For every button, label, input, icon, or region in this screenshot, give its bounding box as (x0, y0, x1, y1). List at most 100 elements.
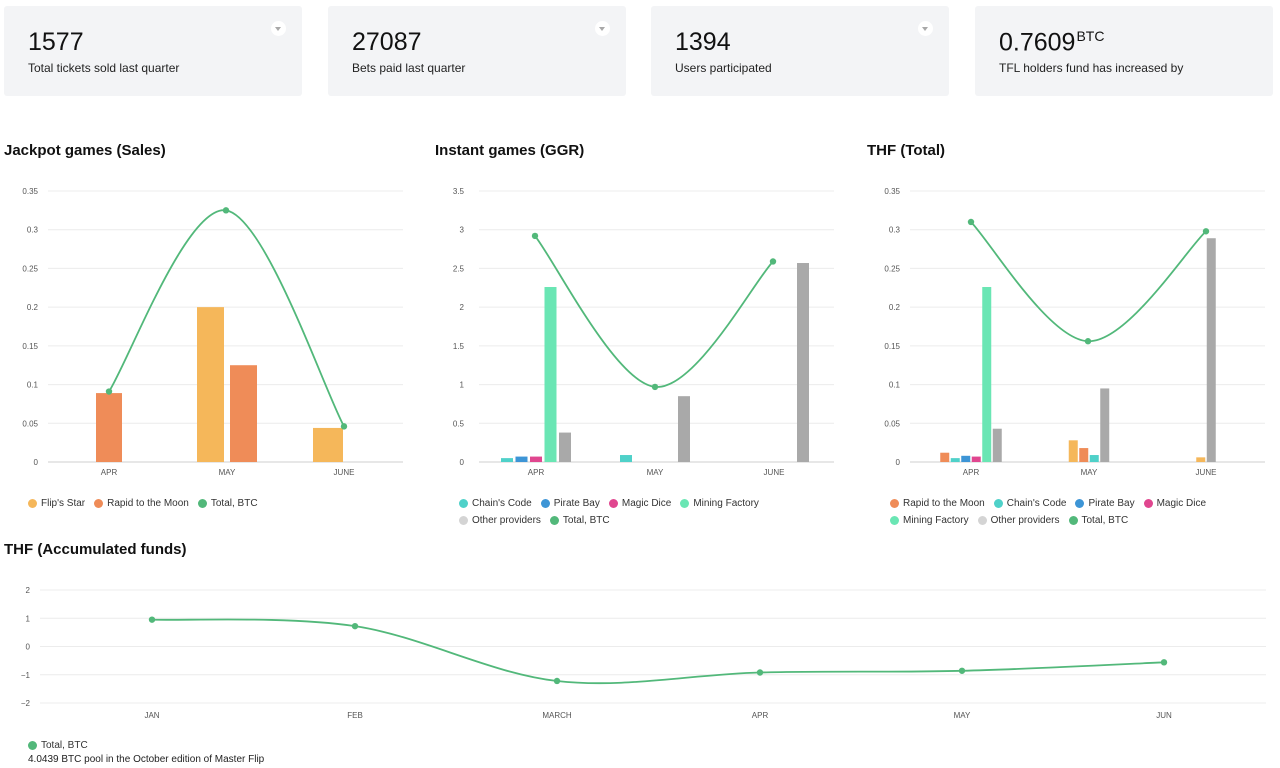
y-tick-label: 0.25 (884, 264, 900, 273)
legend-label: Total, BTC (1081, 515, 1129, 526)
y-tick-label: 0 (896, 458, 901, 467)
legend-item-total-btc[interactable]: Total, BTC (28, 738, 88, 753)
legend-item-flip-s-star[interactable]: Flip's Star (28, 496, 85, 511)
stat-card-tickets: 1577 Total tickets sold last quarter (4, 6, 302, 96)
bar-magic-dice (971, 456, 981, 462)
x-tick-label: JUNE (764, 468, 785, 477)
data-point (967, 218, 975, 226)
bar-chain-s-code (950, 458, 960, 462)
legend-item-total-btc[interactable]: Total, BTC (549, 513, 610, 528)
chevron-down-icon[interactable] (595, 21, 610, 36)
stat-card-bets: 27087 Bets paid last quarter (328, 6, 626, 96)
data-point (340, 423, 348, 430)
chevron-down-icon[interactable] (271, 21, 286, 36)
stat-value: 1394 (675, 28, 731, 56)
y-tick-label: 0.5 (453, 419, 465, 428)
y-tick-label: 0.15 (884, 342, 900, 351)
y-tick-label: 0 (460, 458, 465, 467)
bar-rapid-to-the-moon (96, 393, 122, 462)
legend-item-rapid-to-the-moon[interactable]: Rapid to the Moon (890, 496, 985, 511)
y-tick-label: 2 (460, 303, 465, 312)
y-tick-label: 0.05 (884, 419, 900, 428)
data-point (769, 258, 777, 265)
y-tick-label: 0.2 (27, 303, 39, 312)
stat-value: 27087 (352, 28, 422, 56)
x-tick-label: APR (963, 468, 980, 477)
chart-title-thf-total: THF (Total) (867, 142, 946, 159)
bar-rapid-to-the-moon (1079, 448, 1089, 462)
x-tick-label: APR (752, 711, 769, 720)
data-point (1160, 659, 1168, 666)
bar-flip-s-star (197, 307, 224, 462)
legend-label: Mining Factory (693, 498, 759, 509)
bar-mining-factory (544, 287, 557, 462)
legend-item-total-btc[interactable]: Total, BTC (197, 496, 258, 511)
chevron-down-icon[interactable] (918, 21, 933, 36)
legend-swatch (197, 499, 207, 508)
x-tick-label: MAY (1081, 468, 1098, 477)
y-tick-label: 0.25 (22, 264, 38, 273)
bar-other-providers (1100, 388, 1110, 462)
y-tick-label: 1.5 (453, 342, 465, 351)
legend-thf-total: Rapid to the Moon Chain's Code Pirate Bay M… (890, 496, 1220, 530)
bar-flip-s-star (1068, 440, 1078, 462)
bar-chain-s-code (1089, 455, 1099, 462)
y-tick-label: −1 (21, 671, 31, 680)
legend-item-pirate-bay[interactable]: Pirate Bay (1075, 496, 1135, 511)
legend-item-magic-dice[interactable]: Magic Dice (1143, 496, 1206, 511)
legend-instant: Chain's Code Pirate Bay Magic Dice Mining F… (459, 496, 789, 530)
legend-label: Pirate Bay (1088, 498, 1135, 509)
bar-other-providers (1206, 238, 1216, 462)
y-tick-label: 0 (26, 643, 31, 652)
legend-swatch (549, 516, 559, 525)
stat-value: 0.7609BTC (999, 28, 1105, 57)
x-tick-label: JUNE (334, 468, 355, 477)
bar-rapid-to-the-moon (230, 365, 257, 462)
x-tick-label: APR (528, 468, 545, 477)
bar-rapid-to-the-moon (940, 452, 950, 462)
legend-swatch (459, 516, 468, 525)
series-line-total-btc (970, 221, 1207, 343)
legend-label: Total, BTC (210, 498, 258, 509)
legend-swatch (890, 516, 899, 525)
bar-flip-s-star (1196, 457, 1206, 462)
y-tick-label: 3.5 (453, 187, 465, 196)
legend-swatch (1068, 516, 1078, 525)
legend-label: Chain's Code (1006, 498, 1067, 509)
chart-title-instant: Instant games (GGR) (435, 142, 585, 159)
legend-label: Magic Dice (621, 498, 672, 509)
stat-label: Bets paid last quarter (352, 61, 466, 75)
legend-item-total-btc[interactable]: Total, BTC (1068, 513, 1129, 528)
x-tick-label: JUN (1156, 711, 1172, 720)
data-point (105, 388, 113, 395)
legend-item-pirate-bay[interactable]: Pirate Bay (540, 496, 600, 511)
legend-item-rapid-to-the-moon[interactable]: Rapid to the Moon (94, 496, 189, 511)
legend-item-magic-dice[interactable]: Magic Dice (608, 496, 672, 511)
stat-unit: BTC (1076, 28, 1105, 44)
legend-item-chain-s-code[interactable]: Chain's Code (459, 496, 532, 511)
legend-label: Rapid to the Moon (107, 498, 189, 509)
data-point (531, 232, 539, 240)
legend-swatch (540, 499, 550, 508)
y-tick-label: 0.2 (889, 303, 901, 312)
legend-item-chain-s-code[interactable]: Chain's Code (993, 496, 1067, 511)
data-point (1202, 228, 1210, 235)
legend-thf-accumulated: Total, BTC (28, 738, 328, 755)
bar-pirate-bay (515, 456, 528, 462)
legend-swatch (28, 499, 37, 508)
legend-label: Mining Factory (903, 515, 969, 526)
data-point (222, 207, 230, 214)
y-tick-label: 0.35 (22, 187, 38, 196)
y-tick-label: 0.3 (27, 226, 39, 235)
series-line-total-btc (151, 618, 1165, 685)
data-point (553, 677, 561, 685)
legend-swatch (608, 499, 618, 508)
x-tick-label: MAY (219, 468, 236, 477)
legend-item-other-providers[interactable]: Other providers (459, 513, 541, 528)
legend-label: Flip's Star (41, 498, 86, 509)
legend-item-mining-factory[interactable]: Mining Factory (890, 513, 969, 528)
legend-item-other-providers[interactable]: Other providers (977, 513, 1060, 528)
legend-item-mining-factory[interactable]: Mining Factory (680, 496, 759, 511)
y-tick-label: 0.15 (22, 342, 38, 351)
